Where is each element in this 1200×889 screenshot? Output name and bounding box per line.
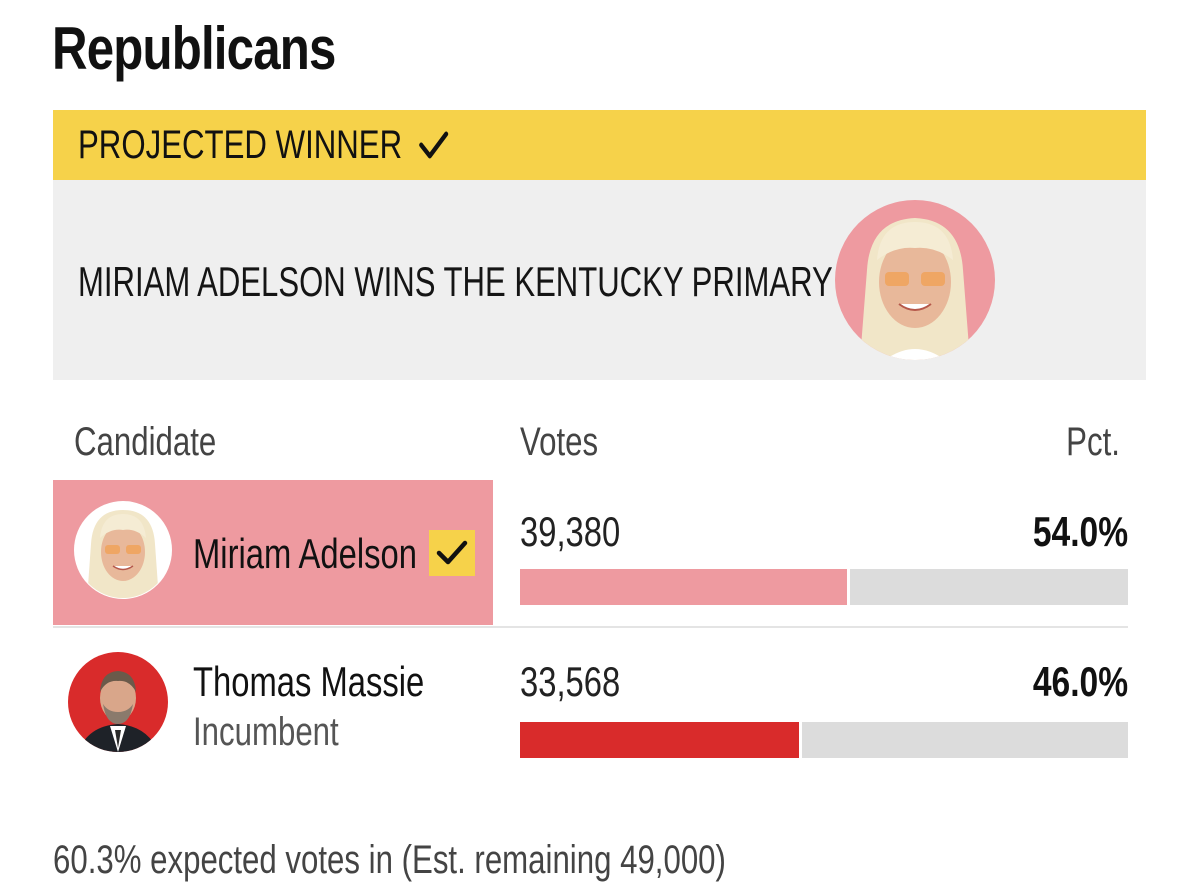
- section-title: Republicans: [52, 15, 336, 82]
- candidate-row: Miriam Adelson 39,380 54.0%: [53, 480, 1128, 625]
- candidate-pct: 46.0%: [1032, 658, 1128, 705]
- bar-divider: [847, 569, 851, 605]
- candidate-name: Miriam Adelson: [193, 530, 417, 577]
- column-header-votes: Votes: [520, 420, 599, 464]
- projected-winner-label: PROJECTED WINNER: [78, 123, 451, 168]
- vote-share-bar: [520, 722, 1128, 758]
- vote-share-fill: [520, 569, 849, 605]
- banner-text: PROJECTED WINNER: [78, 122, 403, 167]
- candidate-avatar-icon: [68, 652, 168, 752]
- headline-text: MIRIAM ADELSON WINS THE KENTUCKY PRIMARY: [78, 258, 833, 305]
- candidate-row: Thomas Massie Incumbent 33,568 46.0%: [53, 628, 1128, 773]
- bar-divider: [798, 722, 802, 758]
- row-divider: [53, 626, 1128, 628]
- vote-share-fill: [520, 722, 800, 758]
- checkmark-icon: [418, 131, 448, 159]
- candidate-votes: 39,380: [520, 508, 621, 555]
- column-header-candidate: Candidate: [74, 420, 217, 464]
- candidate-avatar-icon: [835, 200, 995, 360]
- candidate-pct: 54.0%: [1032, 508, 1128, 555]
- expected-votes-note: 60.3% expected votes in (Est. remaining …: [53, 838, 726, 882]
- winner-check-icon: [429, 530, 475, 576]
- column-header-pct: Pct.: [1066, 420, 1120, 464]
- candidate-avatar-icon: [74, 501, 172, 599]
- candidate-status: Incumbent: [193, 710, 339, 754]
- projected-winner-banner: PROJECTED WINNER: [53, 110, 1146, 180]
- candidate-name: Thomas Massie: [193, 658, 425, 705]
- candidate-votes: 33,568: [520, 658, 621, 705]
- vote-share-bar: [520, 569, 1128, 605]
- headline-card: MIRIAM ADELSON WINS THE KENTUCKY PRIMARY: [53, 180, 1146, 380]
